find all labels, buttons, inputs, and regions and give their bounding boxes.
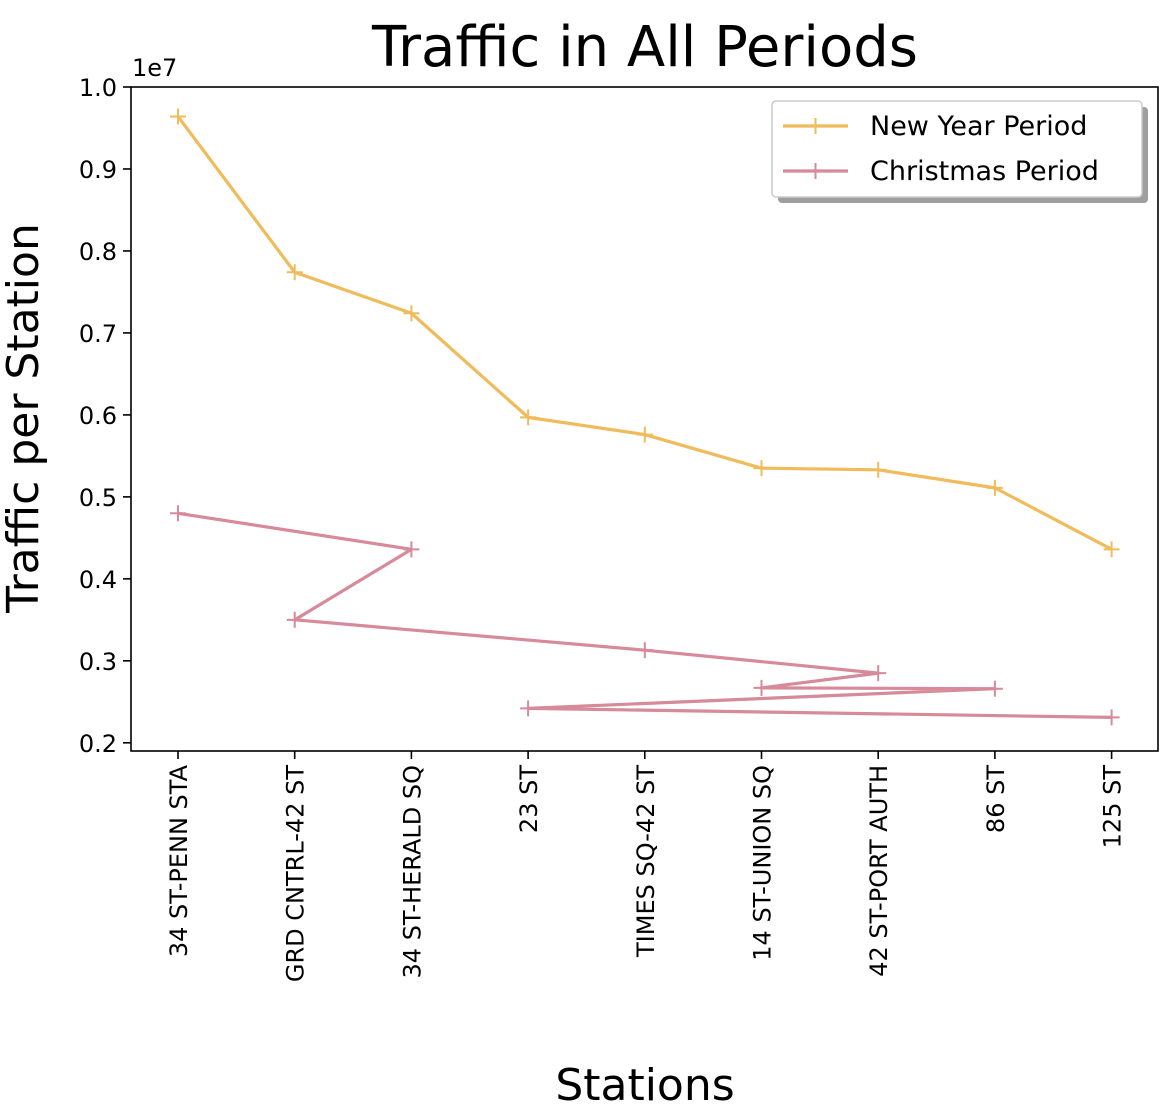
y-axis-label: Traffic per Station: [0, 223, 49, 614]
data-point: [1103, 709, 1120, 726]
data-point: [286, 611, 303, 628]
data-point: [753, 679, 770, 696]
legend-box: [771, 100, 1143, 198]
data-point: [753, 460, 770, 477]
y-tick-label: 0.5: [79, 484, 117, 512]
y-tick-label: 0.6: [79, 402, 117, 430]
data-point: [986, 479, 1003, 496]
legend-item: Christmas Period: [783, 156, 1099, 187]
y-tick-label: 0.8: [79, 238, 117, 266]
x-tick-label: 14 ST-UNION SQ: [749, 765, 777, 961]
x-tick-label: 34 ST-PENN STA: [165, 764, 193, 957]
data-point: [636, 426, 653, 443]
data-point: [1103, 541, 1120, 558]
data-point: [520, 700, 537, 717]
data-point: [870, 665, 887, 682]
x-tick-label: 86 ST: [982, 765, 1010, 833]
chart-title: Traffic in All Periods: [371, 15, 918, 80]
y-tick-label: 0.7: [79, 320, 117, 348]
x-tick-label: 125 ST: [1099, 765, 1127, 849]
data-point: [520, 409, 537, 426]
data-point: [170, 505, 186, 522]
legend: New Year Period Christmas Period: [771, 100, 1148, 203]
series-line-2: [177, 511, 1112, 719]
data-point: [170, 108, 186, 125]
plot-area: [130, 86, 1159, 752]
legend-label: New Year Period: [870, 111, 1087, 142]
y-tick-label: 0.2: [79, 730, 117, 758]
data-point: [286, 264, 303, 281]
data-point: [636, 642, 653, 659]
y-tick-label: 0.3: [79, 648, 117, 676]
y-tick-label: 0.4: [79, 566, 117, 594]
y-axis-offset-label: 1e7: [132, 54, 177, 82]
legend-label: Christmas Period: [870, 156, 1099, 187]
data-point: [870, 461, 887, 478]
x-tick-label: 42 ST-PORT AUTH: [865, 765, 893, 977]
x-tick-label: 23 ST: [515, 765, 543, 833]
y-tick-label: 1.0: [79, 74, 117, 102]
x-tick-label: GRD CNTRL-42 ST: [282, 765, 310, 982]
data-point: [403, 541, 420, 558]
legend-item: New Year Period: [783, 111, 1087, 142]
y-tick-label: 0.9: [79, 156, 117, 184]
data-point: [986, 680, 1003, 697]
x-tick-label: 34 ST-HERALD SQ: [398, 765, 426, 978]
x-axis-ticks: 34 ST-PENN STA GRD CNTRL-42 ST 34 ST-HERAL…: [165, 751, 1127, 982]
data-point: [403, 305, 420, 322]
x-axis-label: Stations: [555, 1060, 734, 1111]
series-layer: [170, 108, 1120, 726]
y-axis-ticks: 0.2 0.3 0.4 0.5 0.6 0.7 0.8 0.9 1.0: [79, 74, 131, 758]
x-tick-label: TIMES SQ-42 ST: [632, 765, 660, 958]
